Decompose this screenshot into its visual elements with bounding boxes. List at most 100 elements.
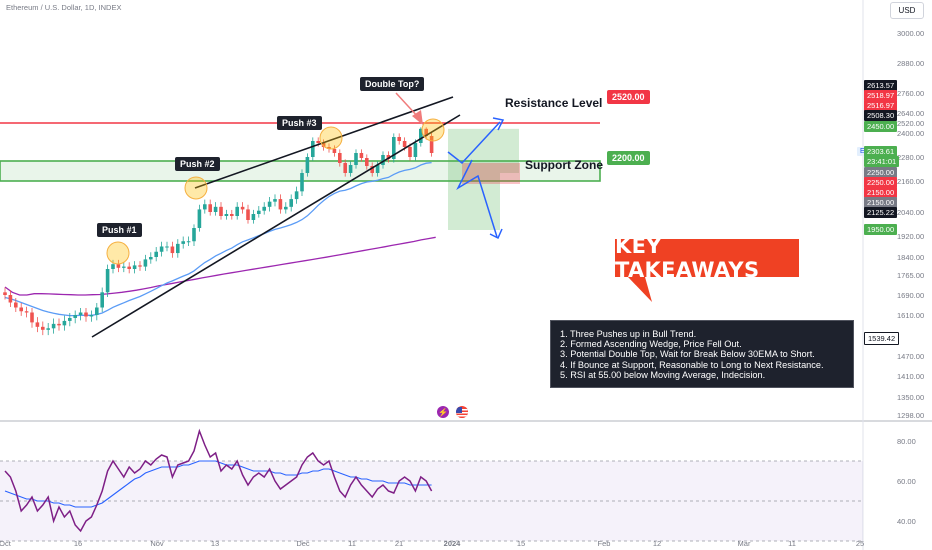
y-tick-label: 1350.00 — [897, 393, 924, 402]
long-target-box — [448, 128, 519, 173]
takeaway-item: 5. RSI at 55.00 below Moving Average, In… — [560, 369, 766, 380]
candle-body — [278, 199, 283, 210]
candle-body — [127, 266, 131, 269]
currency-button[interactable]: USD — [890, 2, 924, 19]
candle-body — [273, 199, 277, 202]
candle-body — [116, 264, 121, 268]
candle-body — [197, 209, 202, 228]
candle-body — [73, 315, 77, 318]
x-tick-label: Mar — [738, 539, 751, 548]
price-tag: 2516.97 — [864, 100, 898, 111]
candle-body — [138, 265, 142, 267]
price-tag: 2150.00 — [864, 187, 898, 198]
price-tag: 2613.57 — [864, 80, 898, 91]
candle-body — [78, 312, 83, 315]
y-tick-label: 2760.00 — [897, 89, 924, 98]
candle-body — [392, 137, 396, 159]
candle-body — [321, 143, 326, 147]
candle-body — [41, 326, 45, 330]
wedge-upper-line — [194, 96, 454, 189]
x-tick-label: Nov — [150, 539, 164, 548]
rsi-y-tick-label: 60.00 — [897, 477, 916, 486]
takeaways-panel: 1. Three Pushes up in Bull Trend. 2. For… — [550, 320, 854, 388]
short-projection-arrow — [456, 159, 498, 238]
candle-body — [284, 206, 288, 210]
wedge-lower-line — [91, 114, 461, 338]
candle-body — [35, 322, 40, 327]
candle-body — [192, 228, 196, 242]
candle-body — [316, 141, 320, 143]
candle-body — [89, 315, 94, 317]
candle-body — [311, 141, 315, 157]
candle-body — [408, 147, 412, 157]
x-tick-label: 12 — [653, 539, 661, 548]
price-tag: 2250.00 — [864, 177, 898, 188]
candle-body — [186, 241, 191, 243]
takeaway-item: 4. If Bounce at Support, Reasonable to L… — [560, 359, 824, 370]
resistance-level-label: Resistance Level — [505, 96, 603, 110]
candle-body — [46, 328, 50, 330]
rsi-y-tick-label: 80.00 — [897, 437, 916, 446]
lightning-icon[interactable]: ⚡ — [437, 406, 449, 418]
price-tag: 2518.97 — [864, 90, 898, 101]
candle-body — [332, 149, 337, 153]
us-flag-icon[interactable] — [456, 406, 468, 418]
candle-body — [413, 143, 418, 157]
y-tick-label: 1410.00 — [897, 372, 924, 381]
candle-body — [424, 128, 428, 136]
candle-body — [230, 214, 234, 216]
candle-body — [246, 209, 250, 220]
x-tick-label: 21 — [395, 539, 403, 548]
price-tag: 2250.00 — [864, 167, 898, 178]
key-takeaways-pointer — [628, 277, 652, 302]
price-tag: 1950.00 — [864, 224, 898, 235]
candle-body — [386, 155, 391, 159]
candle-body — [365, 158, 369, 166]
candle-body — [294, 191, 299, 200]
candle-body — [159, 246, 164, 252]
candle-body — [262, 206, 266, 211]
push-highlight-circle — [106, 241, 130, 265]
x-tick-label: Feb — [598, 539, 611, 548]
y-tick-label: 2280.00 — [897, 153, 924, 162]
candle-body — [132, 265, 137, 269]
y-tick-label: 1840.00 — [897, 253, 924, 262]
x-tick-label: 11 — [348, 539, 356, 548]
ema30-line — [4, 161, 432, 317]
y-tick-label: 3000.00 — [897, 29, 924, 38]
resistance-price-box: 2520.00 — [607, 90, 650, 104]
double-top-arrow-line — [395, 92, 420, 119]
push-highlight-circle — [319, 126, 343, 150]
y-tick-label: 1765.00 — [897, 271, 924, 280]
y-tick-label: 2880.00 — [897, 59, 924, 68]
price-tag: 2125.22 — [864, 207, 898, 218]
x-tick-label: 25 — [856, 539, 864, 548]
candle-body — [143, 259, 148, 267]
candle-body — [24, 311, 29, 313]
candle-body — [267, 201, 272, 207]
y-tick-label: 2400.00 — [897, 129, 924, 138]
push-highlight-circle — [421, 118, 445, 142]
last-price-tag: 2303.61 — [864, 146, 898, 157]
y-tick-label: 2520.00 — [897, 119, 924, 128]
push-1-tag: Push #1 — [97, 223, 142, 237]
y-tick-label: 1298.00 — [897, 411, 924, 420]
price-tag: 2508.30 — [864, 110, 898, 121]
candle-body — [57, 323, 61, 326]
x-tick-label: 13 — [211, 539, 219, 548]
push-highlight-circle — [184, 176, 208, 200]
chart-header-title: Ethereum / U.S. Dollar, 1D, INDEX — [6, 3, 122, 12]
candle-body — [100, 292, 104, 308]
candle-body — [381, 155, 385, 165]
candle-body — [8, 295, 13, 303]
rsi-y-tick-label: 40.00 — [897, 517, 916, 526]
x-tick-label: 16 — [74, 539, 82, 548]
candle-body — [84, 312, 88, 317]
x-tick-label: 15 — [517, 539, 525, 548]
takeaway-item: 2. Formed Ascending Wedge, Price Fell Ou… — [560, 339, 742, 350]
candle-body — [30, 312, 34, 323]
y-tick-label: 1470.00 — [897, 352, 924, 361]
candle-body — [354, 153, 358, 165]
support-zone — [0, 160, 601, 182]
